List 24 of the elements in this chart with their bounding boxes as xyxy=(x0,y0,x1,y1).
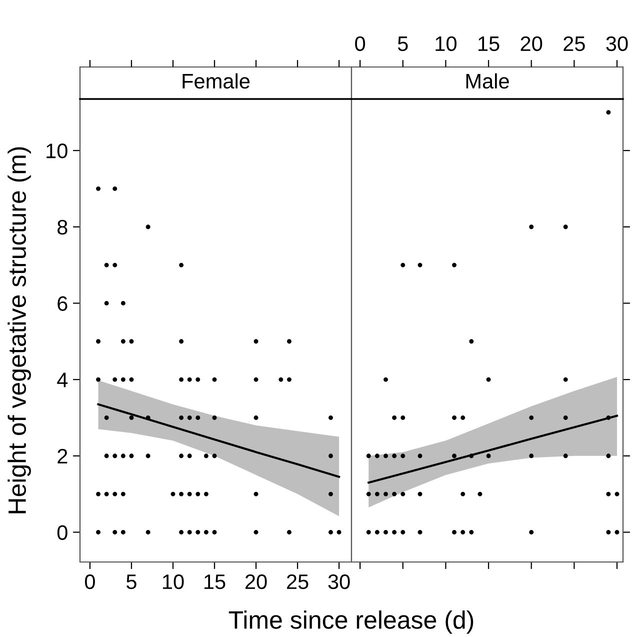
x-tick-label: 5 xyxy=(126,574,136,590)
chart-title: Male xyxy=(466,73,509,89)
y-tick-label: 8 xyxy=(58,220,68,235)
y-tick-label: 2 xyxy=(58,448,68,464)
x-tick-label: 15 xyxy=(478,36,500,52)
x-tick-label: 20 xyxy=(245,574,267,590)
x-tick-label: 0 xyxy=(84,574,95,590)
x-tick-label: 10 xyxy=(436,36,456,52)
x-tick-label: 5 xyxy=(398,36,408,52)
x-tick-label: 25 xyxy=(286,574,308,590)
y-tick-label: 6 xyxy=(58,296,68,311)
y-tick-label: 10 xyxy=(46,144,68,158)
y-tick-label: 4 xyxy=(57,372,68,388)
x-tick-label: 20 xyxy=(520,36,542,52)
x-axis-title: Time since release (d) xyxy=(228,610,474,634)
x-tick-label: 10 xyxy=(162,574,184,590)
x-tick-label: 30 xyxy=(606,36,628,52)
x-tick-label: 15 xyxy=(204,574,226,590)
x-tick-label: 0 xyxy=(355,36,366,52)
y-tick-label: 0 xyxy=(57,525,68,540)
y-axis-title: Height of vegetative structure (m) xyxy=(8,147,31,514)
x-tick-label: 25 xyxy=(564,36,585,52)
chart-title: Female xyxy=(182,73,250,89)
x-tick-label: 30 xyxy=(328,574,350,590)
